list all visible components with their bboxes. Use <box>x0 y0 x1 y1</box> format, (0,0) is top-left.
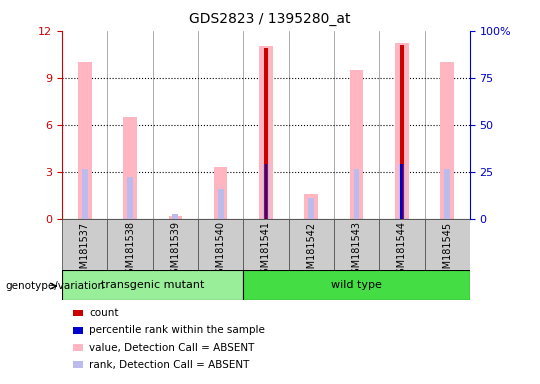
Text: GSM181544: GSM181544 <box>397 222 407 280</box>
Bar <box>263 164 269 219</box>
Bar <box>395 43 409 219</box>
Text: genotype/variation: genotype/variation <box>5 281 105 291</box>
Bar <box>265 164 267 219</box>
Bar <box>153 219 198 271</box>
Bar <box>288 219 334 271</box>
Bar <box>73 361 83 368</box>
Bar <box>350 70 363 219</box>
Bar <box>218 189 224 219</box>
Text: GSM181545: GSM181545 <box>442 222 452 281</box>
Bar <box>264 48 268 219</box>
Text: rank, Detection Call = ABSENT: rank, Detection Call = ABSENT <box>89 360 249 370</box>
Bar <box>62 219 107 271</box>
Bar <box>440 62 454 219</box>
Text: GSM181538: GSM181538 <box>125 222 135 280</box>
Text: GSM181539: GSM181539 <box>170 222 180 280</box>
Bar <box>214 167 227 219</box>
Text: GDS2823 / 1395280_at: GDS2823 / 1395280_at <box>189 12 351 25</box>
Bar <box>308 199 314 219</box>
Text: wild type: wild type <box>331 280 382 290</box>
Bar <box>424 219 470 271</box>
Text: GSM181542: GSM181542 <box>306 222 316 281</box>
Bar <box>168 216 182 219</box>
Bar <box>244 219 288 271</box>
Text: GSM181543: GSM181543 <box>352 222 362 280</box>
Bar <box>198 219 244 271</box>
Bar <box>78 62 92 219</box>
Bar <box>305 194 318 219</box>
Bar <box>399 164 405 219</box>
Bar <box>107 219 153 271</box>
Text: percentile rank within the sample: percentile rank within the sample <box>89 325 265 335</box>
Bar <box>379 219 424 271</box>
Bar <box>62 270 244 300</box>
Bar <box>259 46 273 219</box>
Bar <box>444 169 450 219</box>
Bar <box>73 327 83 334</box>
Text: GSM181537: GSM181537 <box>80 222 90 281</box>
Text: count: count <box>89 308 119 318</box>
Bar <box>73 344 83 351</box>
Bar <box>354 169 360 219</box>
Text: value, Detection Call = ABSENT: value, Detection Call = ABSENT <box>89 343 254 353</box>
Bar <box>127 177 133 219</box>
Text: transgenic mutant: transgenic mutant <box>101 280 204 290</box>
Bar <box>123 117 137 219</box>
Bar <box>73 310 83 316</box>
Text: GSM181540: GSM181540 <box>215 222 226 280</box>
Bar <box>244 270 470 300</box>
Bar <box>400 45 404 219</box>
Text: GSM181541: GSM181541 <box>261 222 271 280</box>
Bar <box>334 219 379 271</box>
Bar <box>172 214 178 219</box>
Bar <box>401 164 403 219</box>
Bar <box>82 169 87 219</box>
